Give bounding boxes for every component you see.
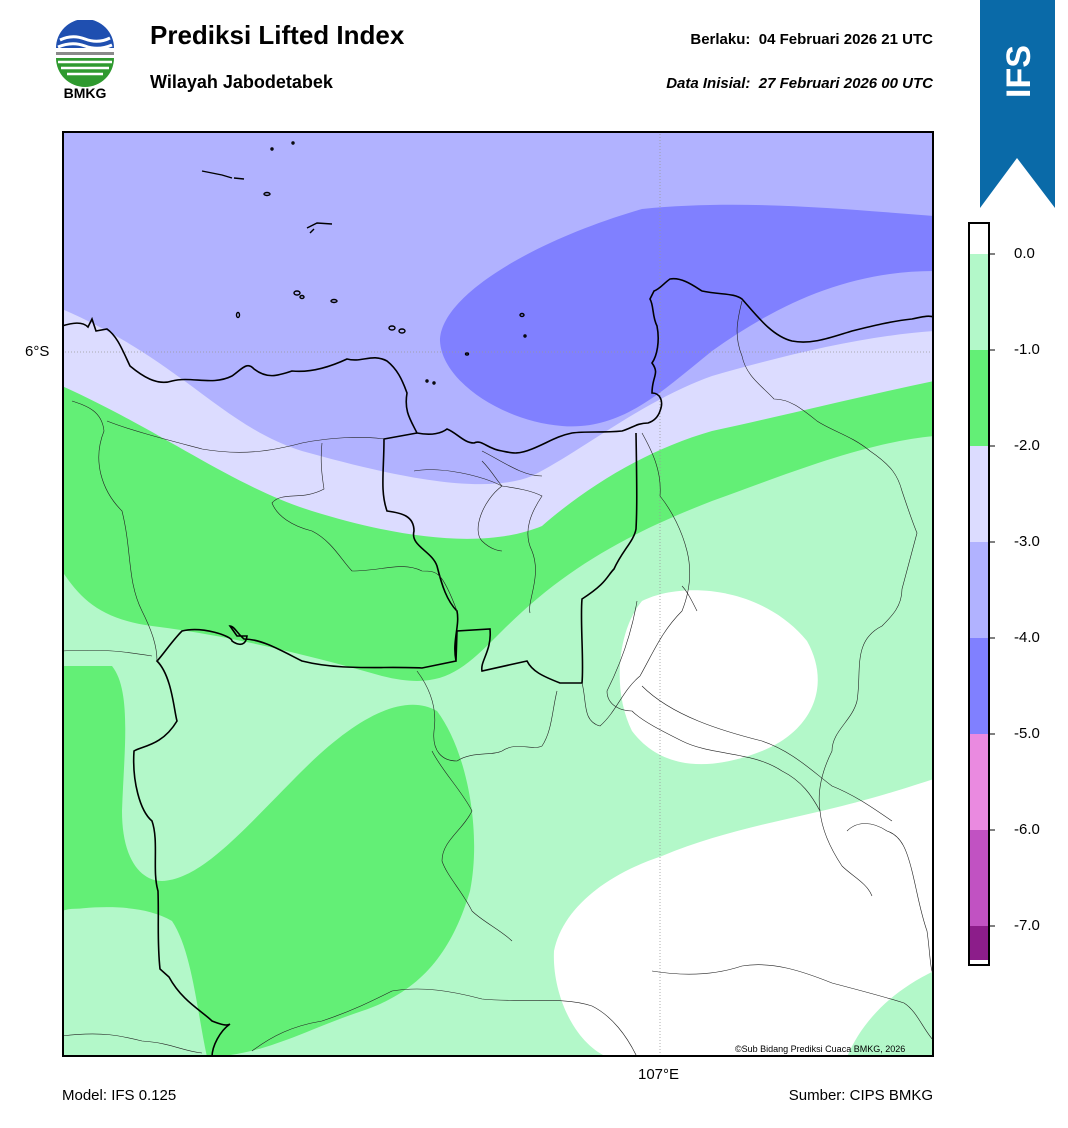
model-info: Model: IFS 0.125 <box>62 1087 177 1104</box>
province-boundary <box>132 432 638 1057</box>
latitude-label: 6°S <box>25 343 50 360</box>
map-frame <box>62 131 934 1057</box>
colorbar-segment <box>970 350 989 446</box>
logo-text: BMKG <box>64 85 107 101</box>
colorbar <box>968 222 995 966</box>
colorbar-label: -3.0 <box>1014 533 1040 550</box>
map-credit: ©Sub Bidang Prediksi Cuaca BMKG, 2026 <box>735 1044 906 1054</box>
li-zone-green-se <box>847 971 934 1057</box>
colorbar-label: -7.0 <box>1014 917 1040 934</box>
init-label: Data Inisial: <box>666 75 751 92</box>
lifted-index-map <box>62 131 934 1057</box>
colorbar-label: -6.0 <box>1014 821 1040 838</box>
li-zone-green-sw <box>62 907 207 1057</box>
colorbar-label: -2.0 <box>1014 437 1040 454</box>
colorbar-segment <box>970 224 989 254</box>
colorbar-segment <box>970 542 989 638</box>
longitude-label: 107°E <box>638 1066 680 1083</box>
colorbar-segment <box>970 734 989 830</box>
colorbar-segment <box>970 446 989 542</box>
init-time: Data Inisial: 27 Februari 2026 00 UTC <box>666 75 933 92</box>
colorbar-label: -4.0 <box>1014 629 1040 646</box>
init-value: 27 Februari 2026 00 UTC <box>758 75 933 92</box>
colorbar-segment <box>970 926 989 960</box>
thousand-islands <box>201 141 527 385</box>
ribbon-label: IFS <box>1000 45 1038 98</box>
colorbar-segment <box>970 254 989 350</box>
region-subtitle: Wilayah Jabodetabek <box>150 72 333 92</box>
valid-label: Berlaku: <box>690 31 751 48</box>
li-zone-white-center <box>619 590 818 765</box>
bmkg-logo: BMKG <box>56 20 114 101</box>
colorbar-segment <box>970 830 989 926</box>
valid-value: 04 Februari 2026 21 UTC <box>758 31 933 48</box>
colorbar-label: 0.0 <box>1014 245 1035 262</box>
colorbar-label: -1.0 <box>1014 341 1040 358</box>
colorbar-segment <box>970 638 989 734</box>
data-source: Sumber: CIPS BMKG <box>788 1087 933 1104</box>
chart-title: Prediksi Lifted Index <box>150 20 405 50</box>
model-ribbon <box>980 0 1055 208</box>
li-zone-white-se <box>553 779 934 1057</box>
colorbar-label: -5.0 <box>1014 725 1040 742</box>
coastline <box>62 277 934 454</box>
valid-time: Berlaku: 04 Februari 2026 21 UTC <box>690 31 933 48</box>
li-zone-blue <box>440 204 934 427</box>
district-boundaries <box>62 300 934 1057</box>
